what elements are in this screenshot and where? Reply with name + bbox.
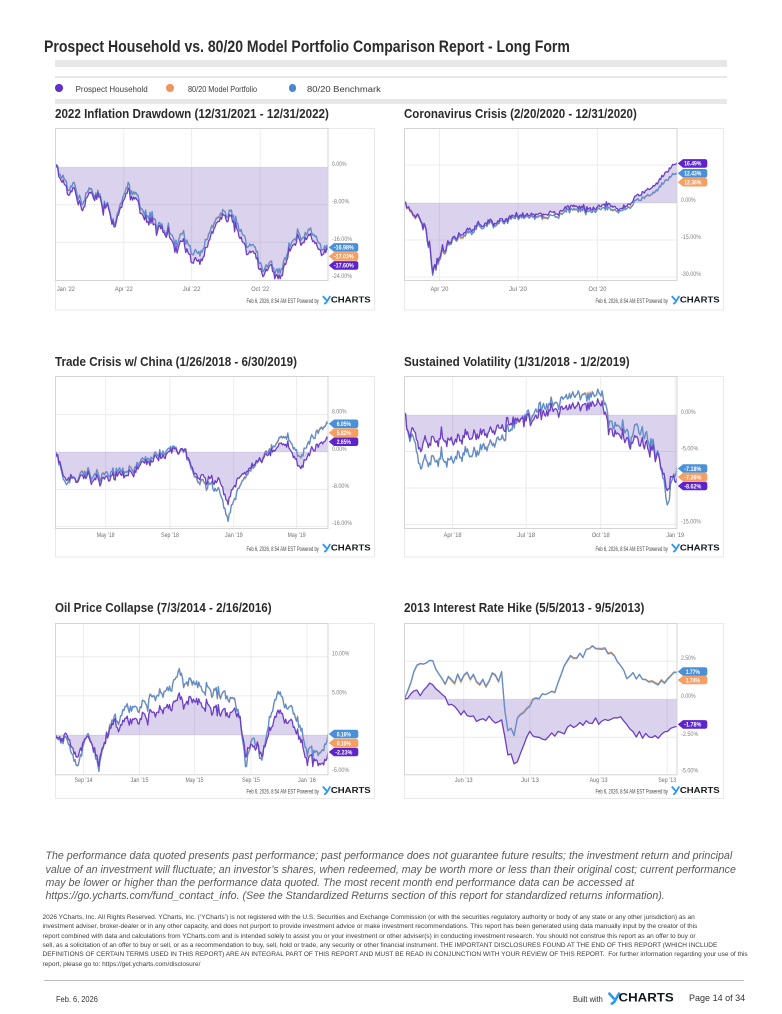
svg-text:0.00%: 0.00% xyxy=(681,409,696,416)
svg-text:May ’15: May ’15 xyxy=(186,776,204,783)
svg-text:CHARTS: CHARTS xyxy=(331,785,371,795)
svg-text:Jan ’15: Jan ’15 xyxy=(131,776,149,783)
svg-text:Jul ’13: Jul ’13 xyxy=(521,776,539,783)
svg-text:12.43%: 12.43% xyxy=(684,171,701,178)
svg-text:Sep ’15: Sep ’15 xyxy=(242,776,260,783)
svg-text:-1.78%: -1.78% xyxy=(684,721,702,728)
svg-text:0.00%: 0.00% xyxy=(681,693,696,700)
svg-text:1.77%: 1.77% xyxy=(686,668,701,675)
svg-text:-2.23%: -2.23% xyxy=(335,749,353,756)
svg-text:6.05%: 6.05% xyxy=(337,421,352,428)
svg-text:-8.62%: -8.62% xyxy=(684,483,702,490)
svg-text:Jul ’20: Jul ’20 xyxy=(509,286,527,293)
svg-text:Feb 6, 2026, 8:54 AM EST Power: Feb 6, 2026, 8:54 AM EST Powered by xyxy=(596,789,668,795)
svg-text:Aug ’13: Aug ’13 xyxy=(590,776,608,783)
svg-text:Feb 6, 2026, 8:54 AM EST Power: Feb 6, 2026, 8:54 AM EST Powered by xyxy=(247,789,319,795)
svg-text:Jun ’13: Jun ’13 xyxy=(455,776,473,783)
svg-text:-16.00%: -16.00% xyxy=(332,236,352,243)
svg-text:8.00%: 8.00% xyxy=(332,408,347,415)
svg-text:2.50%: 2.50% xyxy=(681,655,696,662)
svg-text:CHARTS: CHARTS xyxy=(619,991,674,1005)
svg-text:CHARTS: CHARTS xyxy=(331,295,371,305)
svg-text:-5.00%: -5.00% xyxy=(681,767,699,774)
svg-text:-7.18%: -7.18% xyxy=(684,466,702,473)
svg-text:Feb 6, 2026, 8:54 AM EST Power: Feb 6, 2026, 8:54 AM EST Powered by xyxy=(596,299,668,305)
svg-text:12.36%: 12.36% xyxy=(684,180,701,187)
svg-text:Jul ’18: Jul ’18 xyxy=(517,532,535,539)
svg-text:Jul ’22: Jul ’22 xyxy=(183,286,201,293)
svg-text:CHARTS: CHARTS xyxy=(680,543,720,553)
svg-text:-30.00%: -30.00% xyxy=(681,271,701,278)
svg-text:1.74%: 1.74% xyxy=(686,677,701,684)
svg-text:Feb 6, 2026, 8:54 AM EST Power: Feb 6, 2026, 8:54 AM EST Powered by xyxy=(247,547,319,553)
svg-text:Apr ’22: Apr ’22 xyxy=(115,286,133,293)
svg-text:CHARTS: CHARTS xyxy=(680,785,720,795)
svg-text:-17.03%: -17.03% xyxy=(334,254,354,261)
svg-text:Sep ’13: Sep ’13 xyxy=(658,776,676,783)
svg-text:Apr ’20: Apr ’20 xyxy=(430,286,448,293)
svg-text:-8.00%: -8.00% xyxy=(332,199,350,206)
svg-text:-15.00%: -15.00% xyxy=(681,518,701,525)
svg-text:-8.00%: -8.00% xyxy=(332,483,350,490)
svg-text:5.00%: 5.00% xyxy=(332,689,347,696)
svg-text:Jan ’22: Jan ’22 xyxy=(57,286,75,293)
svg-text:Jan ’19: Jan ’19 xyxy=(225,532,243,539)
svg-text:5.82%: 5.82% xyxy=(337,430,352,437)
svg-text:-16.00%: -16.00% xyxy=(332,520,352,527)
svg-text:-15.00%: -15.00% xyxy=(681,234,701,241)
svg-text:0.16%: 0.16% xyxy=(337,731,352,738)
svg-text:-5.00%: -5.00% xyxy=(332,767,350,774)
svg-text:0.00%: 0.00% xyxy=(332,446,347,453)
svg-text:CHARTS: CHARTS xyxy=(680,295,720,305)
svg-text:0.00%: 0.00% xyxy=(681,197,696,204)
svg-text:May ’19: May ’19 xyxy=(288,532,306,539)
svg-text:0.10%: 0.10% xyxy=(337,740,352,747)
svg-text:Sep ’18: Sep ’18 xyxy=(161,532,179,539)
svg-text:-16.98%: -16.98% xyxy=(334,245,354,252)
svg-text:0.00%: 0.00% xyxy=(332,161,347,168)
svg-text:Feb 6, 2026, 8:54 AM EST Power: Feb 6, 2026, 8:54 AM EST Powered by xyxy=(247,299,319,305)
svg-text:Sep ’14: Sep ’14 xyxy=(75,776,93,783)
svg-text:CHARTS: CHARTS xyxy=(331,543,371,553)
svg-text:Jan ’19: Jan ’19 xyxy=(666,532,684,539)
svg-text:May ’18: May ’18 xyxy=(97,532,115,539)
svg-text:Feb 6, 2026, 8:54 AM EST Power: Feb 6, 2026, 8:54 AM EST Powered by xyxy=(596,547,668,553)
svg-text:10.00%: 10.00% xyxy=(332,650,350,657)
svg-text:-17.60%: -17.60% xyxy=(334,263,354,270)
svg-text:Apr ’18: Apr ’18 xyxy=(444,532,462,539)
svg-text:Oct ’18: Oct ’18 xyxy=(592,532,610,539)
svg-text:-2.50%: -2.50% xyxy=(681,731,699,738)
svg-text:Jan ’16: Jan ’16 xyxy=(298,776,316,783)
svg-text:-24.00%: -24.00% xyxy=(332,273,352,280)
svg-text:2.65%: 2.65% xyxy=(337,439,352,446)
svg-text:Oct ’20: Oct ’20 xyxy=(588,286,606,293)
svg-text:-7.26%: -7.26% xyxy=(684,474,702,481)
svg-text:16.49%: 16.49% xyxy=(684,161,701,168)
svg-text:-5.00%: -5.00% xyxy=(681,445,699,452)
svg-text:Oct ’22: Oct ’22 xyxy=(251,286,269,293)
